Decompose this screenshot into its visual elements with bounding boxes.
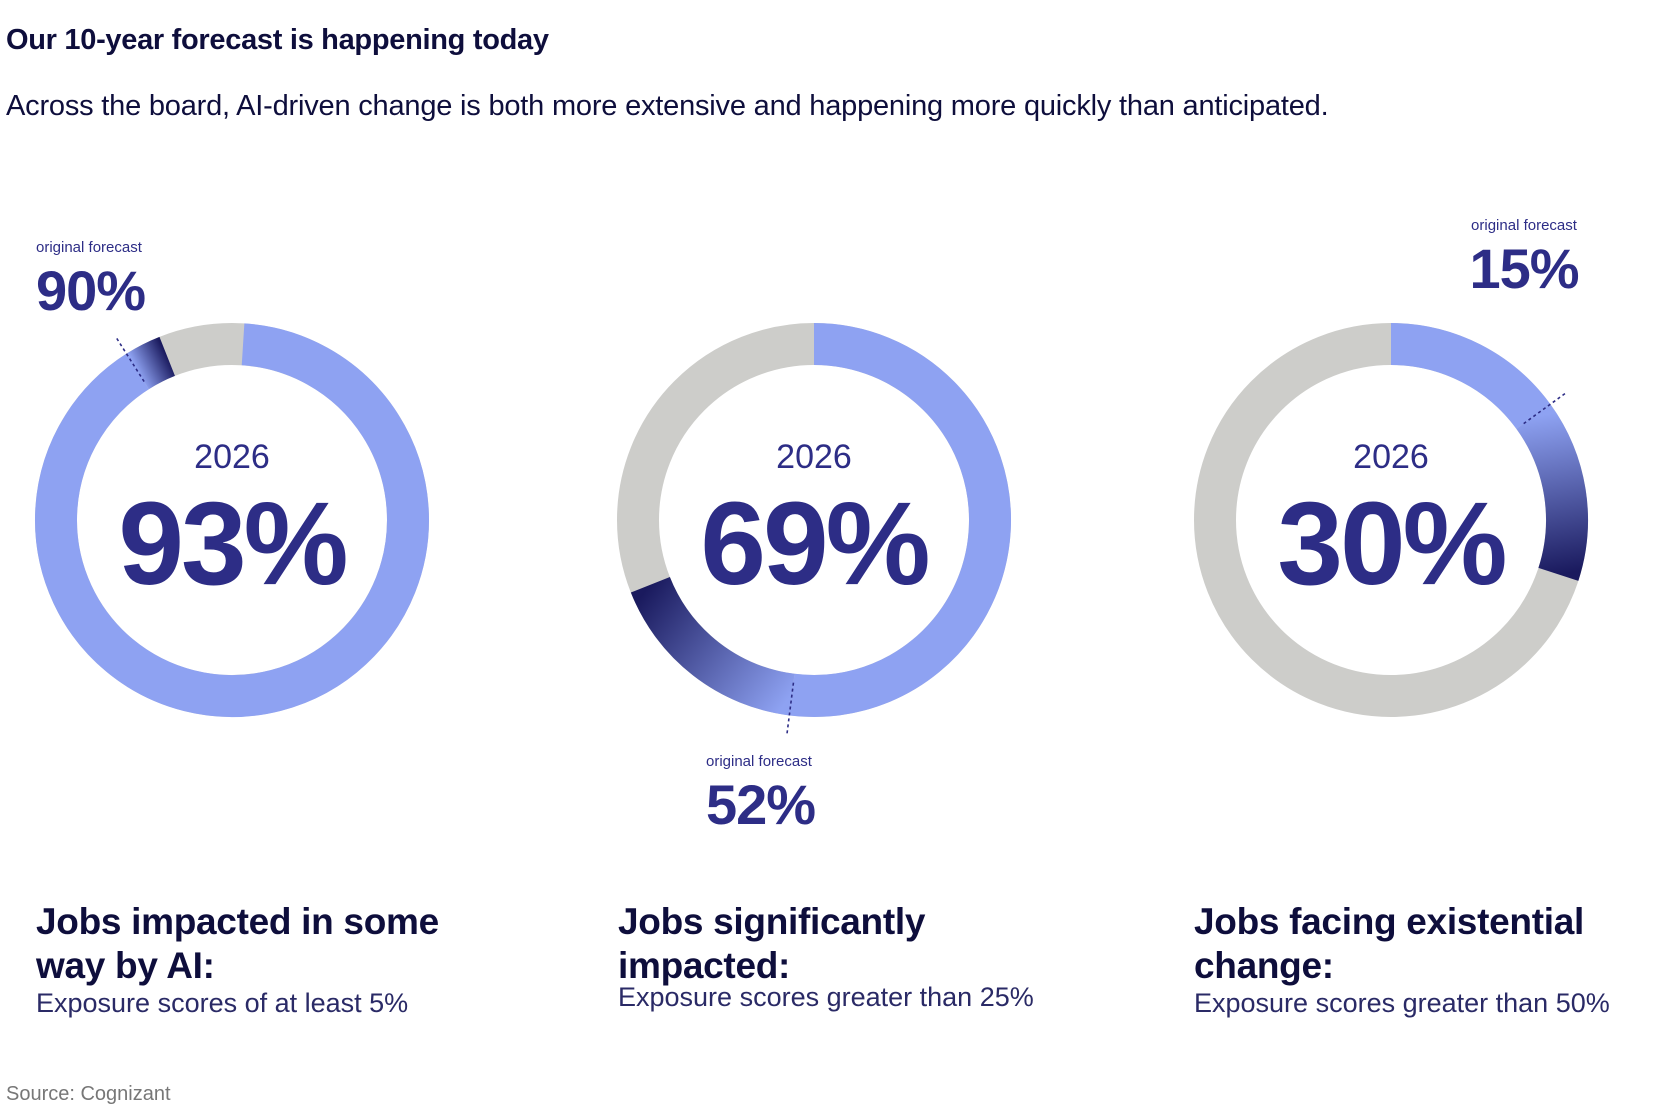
- donut-2-forecast-leader: [786, 682, 795, 735]
- donut-3-forecast-leader: [1523, 392, 1567, 425]
- donut-3-forecast-value: 15%: [1469, 237, 1578, 300]
- donut-3-change-arc: [1516, 404, 1588, 581]
- donut-3-year-label: 2026: [1353, 438, 1429, 476]
- donut-1-forecast-value: 90%: [36, 259, 145, 322]
- donut-1-forecast-leader: [115, 337, 145, 382]
- donut-3-forecast-caption: original forecast: [1471, 217, 1578, 234]
- page-subtitle: Across the board, AI-driven change is bo…: [6, 90, 1329, 122]
- donut-1-fill-arc: [35, 323, 429, 717]
- donut-3-fill-arc: [1390, 323, 1551, 430]
- donut-3-value-label: 30%: [1277, 478, 1504, 610]
- caption-desc-2: Exposure scores greater than 25%: [618, 982, 1034, 1012]
- donut-1-change-arc: [126, 336, 176, 390]
- caption-title-2: Jobs significantly impacted:: [618, 901, 926, 986]
- donut-1-value-label: 93%: [118, 478, 345, 610]
- source-note: Source: Cognizant: [6, 1083, 171, 1105]
- donut-2-forecast-caption: original forecast: [706, 753, 813, 770]
- caption-title-1: Jobs impacted in some way by AI:: [36, 901, 439, 986]
- donut-2-forecast-value: 52%: [706, 773, 815, 836]
- donut-1-year-label: 2026: [194, 438, 270, 476]
- page-title: Our 10-year forecast is happening today: [6, 24, 549, 56]
- donut-2-change-arc: [630, 576, 796, 716]
- donut-2-year-label: 2026: [776, 438, 852, 476]
- caption-desc-1: Exposure scores of at least 5%: [36, 988, 409, 1018]
- caption-desc-3: Exposure scores greater than 50%: [1194, 988, 1610, 1018]
- donut-1-forecast-caption: original forecast: [36, 239, 143, 256]
- donut-2-fill-arc: [789, 323, 1011, 717]
- donut-2-value-label: 69%: [700, 478, 927, 610]
- caption-title-3: Jobs facing existential change:: [1194, 901, 1584, 986]
